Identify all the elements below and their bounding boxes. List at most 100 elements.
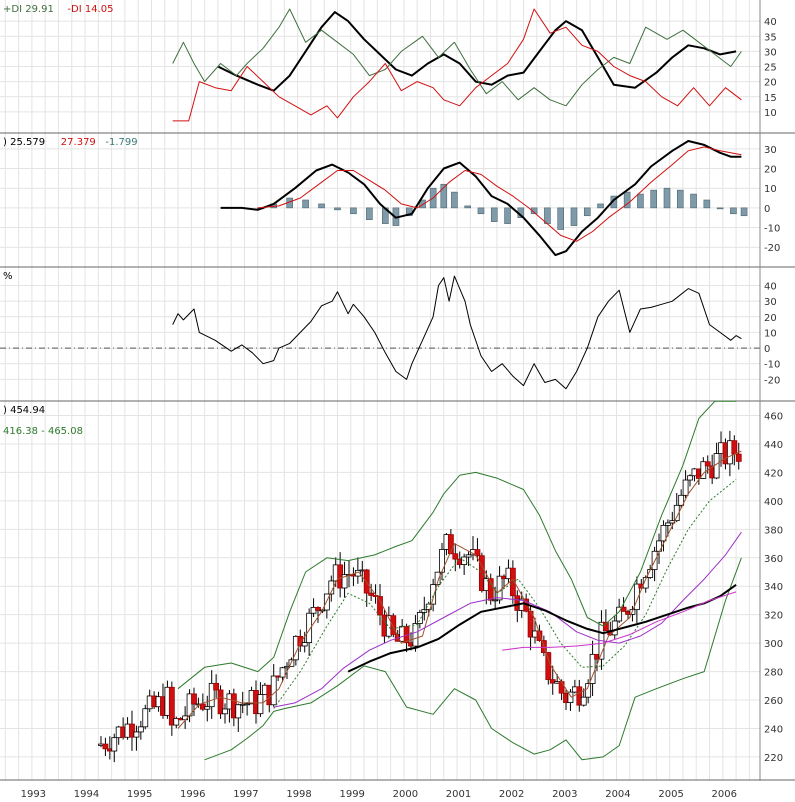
candle-body	[133, 731, 140, 738]
y-tick-label: 280	[764, 668, 783, 679]
x-axis: 1993 1994 1995 1996 1997 1998 1999 2000 2001 2002…	[0, 781, 795, 802]
candle-body	[297, 635, 304, 647]
candle-body	[315, 606, 321, 611]
candle-body	[213, 682, 220, 691]
candle-body	[222, 708, 228, 715]
candle-body	[390, 615, 397, 635]
candle-body	[137, 726, 144, 733]
panel-header-label: ) 454.94	[3, 405, 45, 416]
panel-header-label: ) 25.579	[3, 137, 45, 148]
y-tick-label: 30	[764, 297, 777, 308]
x-tick-label: 1994	[74, 789, 99, 800]
series-line	[273, 479, 737, 709]
candle-body	[545, 652, 552, 680]
candle-body	[465, 554, 472, 558]
candle-body	[244, 703, 251, 706]
candle-body	[487, 578, 494, 601]
candle-body	[372, 595, 379, 597]
y-tick-label: 30	[764, 47, 777, 58]
panel-header-label: +DI 29.91	[3, 4, 54, 15]
x-tick-label: 2002	[499, 789, 524, 800]
panel-dmi: 10 15 20 25 30 35 40 +DI 29.91 -DI 14.05	[0, 4, 795, 134]
candle-body	[452, 553, 459, 560]
x-tick-label: 2004	[605, 789, 630, 800]
histogram-bar	[597, 203, 604, 209]
panel-oscillator: -20 -10 0 10 20 30 40%	[0, 271, 795, 402]
candle-body	[735, 453, 742, 462]
histogram-bar	[366, 207, 373, 220]
candle-body	[168, 686, 175, 726]
candle-body	[257, 694, 264, 715]
panel-header-label: 416.38 - 465.08	[3, 426, 83, 437]
y-tick-label: 20	[764, 313, 777, 324]
histogram-bar	[504, 207, 511, 224]
y-tick-label: 240	[764, 724, 783, 735]
candle-body	[279, 667, 286, 678]
x-tick-label: 2001	[446, 789, 471, 800]
histogram-bar	[477, 207, 485, 215]
histogram-bar	[583, 207, 591, 217]
candle-body	[731, 440, 738, 455]
histogram-bar	[637, 193, 644, 209]
histogram-bar	[490, 207, 498, 222]
candle-body	[478, 555, 485, 592]
x-tick-label: 1998	[286, 789, 311, 800]
candle-body	[301, 642, 308, 647]
histogram-bar	[440, 183, 448, 209]
x-tick-label: 1993	[21, 789, 46, 800]
histogram-bar	[464, 205, 471, 209]
y-tick-label: 20	[764, 165, 777, 176]
histogram-bar	[302, 199, 309, 209]
histogram-bar	[650, 189, 658, 209]
candle-body	[341, 574, 348, 589]
x-tick-label: 1995	[127, 789, 152, 800]
x-tick-label: 2000	[393, 789, 418, 800]
candle-body	[377, 596, 383, 616]
candle-body	[102, 743, 109, 750]
y-tick-label: 340	[764, 582, 783, 593]
histogram-bar	[730, 207, 737, 215]
candle-body	[656, 540, 662, 552]
panel-header-label: -DI 14.05	[67, 4, 113, 15]
panel-header-label: -1.799	[105, 137, 137, 148]
candle-body	[664, 522, 671, 526]
candle-body	[208, 682, 215, 708]
candle-body	[687, 475, 693, 481]
histogram-bar	[334, 207, 341, 211]
histogram-bar	[740, 207, 748, 217]
candle-body	[580, 696, 587, 706]
y-tick-label: 220	[764, 753, 783, 764]
y-tick-label: 440	[764, 440, 783, 451]
y-tick-label: 0	[764, 344, 770, 355]
candle-body	[492, 599, 499, 602]
candle-body	[576, 686, 583, 706]
histogram-bar	[544, 207, 551, 224]
histogram-bar	[623, 191, 631, 209]
candle-body	[129, 723, 135, 738]
histogram-bar	[676, 189, 684, 209]
series-line	[502, 591, 737, 651]
series-line	[220, 140, 742, 257]
y-tick-label: 15	[764, 93, 777, 104]
y-tick-label: -10	[764, 224, 780, 235]
histogram-bar	[663, 187, 671, 209]
x-axis-band	[0, 781, 795, 802]
candle-body	[416, 612, 423, 624]
series-line	[177, 450, 742, 729]
y-tick-label: -10	[764, 360, 780, 371]
y-tick-label: 35	[764, 32, 777, 43]
panel-header-label: 27.379	[61, 137, 96, 148]
y-tick-label: -20	[764, 243, 780, 254]
x-tick-label: 1997	[233, 789, 258, 800]
y-tick-label: 0	[764, 204, 770, 215]
candle-body	[660, 524, 667, 542]
series-line	[177, 400, 737, 690]
histogram-bar	[350, 207, 357, 215]
histogram-bar	[318, 203, 325, 209]
histogram-bar	[716, 207, 724, 210]
candle-body	[704, 461, 711, 467]
candle-body	[306, 612, 313, 644]
histogram-bar	[557, 207, 564, 230]
candle-body	[217, 689, 224, 715]
